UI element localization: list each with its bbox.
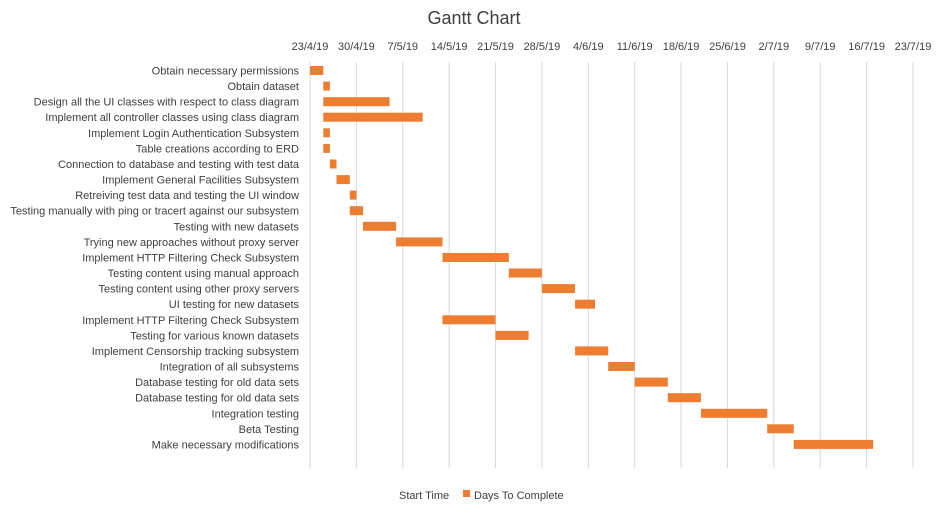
task-label: Obtain dataset	[227, 81, 299, 93]
task-label: Database testing for old data sets	[135, 377, 299, 389]
gantt-bar	[575, 299, 595, 309]
legend-label-days-to-complete: Days To Complete	[474, 490, 564, 502]
grid-layer	[309, 62, 914, 468]
gantt-bar	[495, 330, 529, 340]
task-label: Table creations according to ERD	[136, 143, 299, 155]
x-tick-label: 30/4/19	[338, 41, 375, 53]
legend: Start Time Days To Complete	[399, 490, 564, 502]
task-label: Retreiving test data and testing the UI …	[75, 190, 299, 202]
x-tick-label: 16/7/19	[848, 41, 885, 53]
gantt-bar	[793, 439, 874, 449]
gantt-bar	[508, 268, 542, 278]
task-label: Obtain necessary permissions	[152, 66, 300, 78]
gantt-bar	[323, 143, 330, 153]
x-tick-label: 4/6/19	[573, 41, 604, 53]
x-tick-label: 23/7/19	[895, 41, 932, 53]
x-tick-label: 11/6/19	[617, 41, 653, 53]
x-tick-label: 14/5/19	[431, 41, 468, 53]
task-label: Database testing for old data sets	[135, 393, 299, 405]
task-label: Testing content using other proxy server…	[98, 284, 299, 296]
x-tick-label: 2/7/19	[759, 41, 790, 53]
task-label: Implement HTTP Filtering Check Subsystem	[82, 253, 299, 265]
bars	[310, 66, 874, 449]
x-tick-label: 18/6/19	[663, 41, 700, 53]
x-tick-label: 25/6/19	[709, 41, 746, 53]
gantt-bar	[323, 97, 390, 107]
task-label: Trying new approaches without proxy serv…	[84, 237, 300, 249]
x-tick-label: 28/5/19	[524, 41, 561, 53]
x-axis-ticks: 23/4/19 30/4/19 7/5/19 14/5/19 21/5/19 28/5/1…	[292, 41, 932, 53]
gantt-bar	[363, 221, 397, 231]
gantt-bar	[323, 81, 330, 91]
task-label: Integration testing	[212, 408, 299, 420]
gantt-bar	[634, 377, 668, 387]
task-label: Implement all controller classes using c…	[45, 112, 299, 124]
gantt-bar	[323, 128, 330, 138]
x-tick-label: 21/5/19	[477, 41, 514, 53]
gantt-bar	[767, 424, 794, 434]
gantt-bar	[396, 237, 443, 247]
task-label: Design all the UI classes with respect t…	[34, 97, 299, 109]
gantt-bar	[336, 175, 350, 185]
gantt-bar	[323, 112, 423, 122]
task-label: Testing content using manual approach	[108, 268, 299, 280]
x-tick-label: 9/7/19	[805, 41, 836, 53]
gantt-bar	[541, 284, 575, 294]
x-tick-label: 7/5/19	[387, 41, 418, 53]
task-label: Integration of all subsystems	[160, 362, 300, 374]
gantt-bar	[442, 253, 509, 262]
task-label: Testing with new datasets	[174, 221, 300, 233]
task-label: Implement HTTP Filtering Check Subsystem	[82, 315, 299, 327]
task-label: Testing manually with ping or tracert ag…	[10, 206, 299, 218]
gantt-bar	[575, 346, 609, 356]
legend-label-start-time: Start Time	[399, 490, 449, 502]
gantt-bar	[608, 362, 635, 371]
legend-swatch-days-to-complete	[463, 490, 470, 497]
task-label: Beta Testing	[239, 424, 299, 436]
gantt-bar	[310, 66, 324, 75]
gantt-bar	[442, 315, 496, 325]
x-tick-label: 23/4/19	[292, 41, 329, 53]
task-label: Implement Login Authentication Subsystem	[88, 128, 299, 140]
task-label: Make necessary modifications	[152, 439, 300, 451]
gantt-bar	[349, 206, 364, 216]
task-label: UI testing for new datasets	[169, 299, 300, 311]
task-label: Implement General Facilities Subsystem	[102, 175, 299, 187]
chart-title: Gantt Chart	[427, 8, 520, 28]
gantt-bar	[329, 159, 337, 169]
task-label: Testing for various known datasets	[130, 330, 299, 342]
gantt-bar	[349, 190, 357, 200]
gantt-bar	[701, 408, 768, 418]
gantt-bar	[667, 393, 701, 403]
task-label: Connection to database and testing with …	[58, 159, 300, 171]
task-labels: Obtain necessary permissions Obtain datas…	[10, 66, 299, 452]
task-label: Implement Censorship tracking subsystem	[92, 346, 299, 358]
